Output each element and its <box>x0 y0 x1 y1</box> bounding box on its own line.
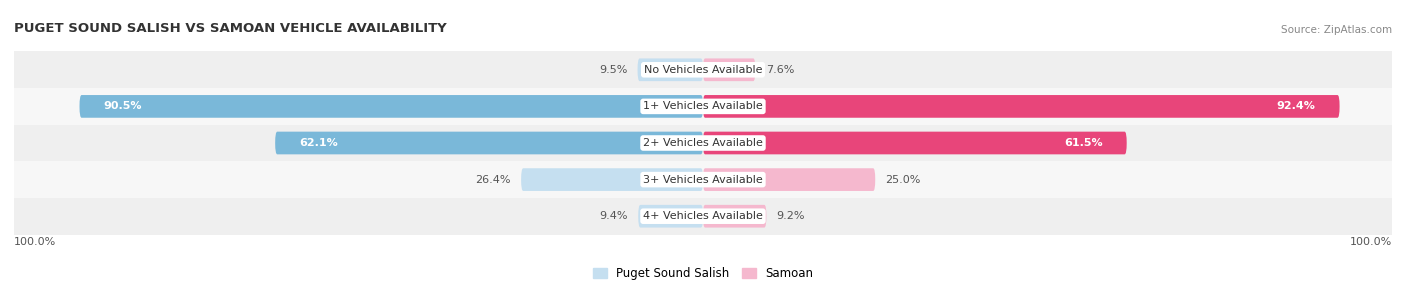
FancyBboxPatch shape <box>703 58 755 81</box>
FancyBboxPatch shape <box>637 58 703 81</box>
Text: 25.0%: 25.0% <box>886 175 921 184</box>
FancyBboxPatch shape <box>703 168 876 191</box>
Text: 92.4%: 92.4% <box>1277 102 1316 111</box>
Text: 1+ Vehicles Available: 1+ Vehicles Available <box>643 102 763 111</box>
Bar <box>14 198 1392 235</box>
Text: 9.5%: 9.5% <box>599 65 627 75</box>
Text: 2+ Vehicles Available: 2+ Vehicles Available <box>643 138 763 148</box>
Text: 100.0%: 100.0% <box>14 237 56 247</box>
Text: Source: ZipAtlas.com: Source: ZipAtlas.com <box>1281 25 1392 35</box>
FancyBboxPatch shape <box>80 95 703 118</box>
Bar <box>14 51 1392 88</box>
Text: 100.0%: 100.0% <box>1350 237 1392 247</box>
Bar <box>14 125 1392 161</box>
FancyBboxPatch shape <box>276 132 703 154</box>
Text: No Vehicles Available: No Vehicles Available <box>644 65 762 75</box>
Text: 7.6%: 7.6% <box>766 65 794 75</box>
Text: 9.4%: 9.4% <box>599 211 628 221</box>
FancyBboxPatch shape <box>522 168 703 191</box>
Legend: Puget Sound Salish, Samoan: Puget Sound Salish, Samoan <box>593 267 813 280</box>
Text: 61.5%: 61.5% <box>1064 138 1102 148</box>
Text: 26.4%: 26.4% <box>475 175 510 184</box>
FancyBboxPatch shape <box>703 205 766 228</box>
Bar <box>14 88 1392 125</box>
FancyBboxPatch shape <box>703 95 1340 118</box>
Text: PUGET SOUND SALISH VS SAMOAN VEHICLE AVAILABILITY: PUGET SOUND SALISH VS SAMOAN VEHICLE AVA… <box>14 22 447 35</box>
Text: 3+ Vehicles Available: 3+ Vehicles Available <box>643 175 763 184</box>
Text: 62.1%: 62.1% <box>299 138 337 148</box>
FancyBboxPatch shape <box>703 132 1126 154</box>
FancyBboxPatch shape <box>638 205 703 228</box>
Text: 4+ Vehicles Available: 4+ Vehicles Available <box>643 211 763 221</box>
Bar <box>14 161 1392 198</box>
Text: 90.5%: 90.5% <box>104 102 142 111</box>
Text: 9.2%: 9.2% <box>776 211 806 221</box>
